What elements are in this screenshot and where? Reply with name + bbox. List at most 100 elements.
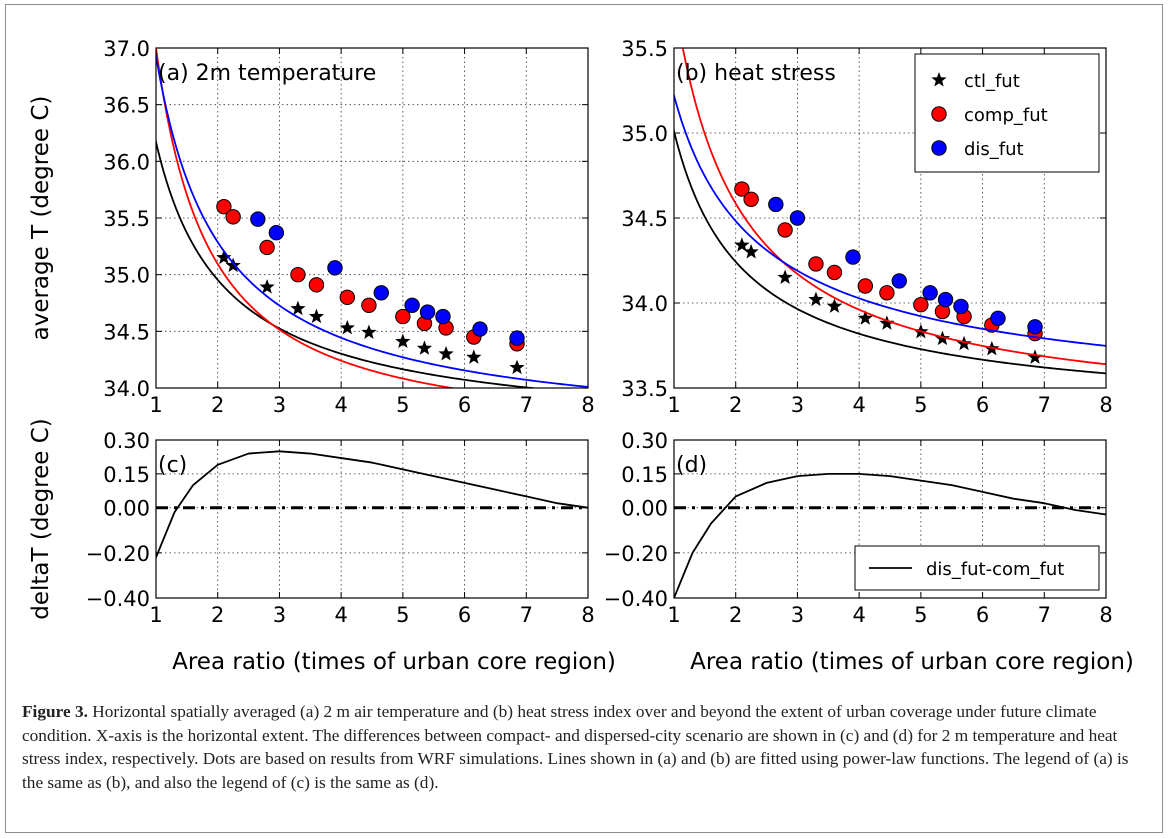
data-point-circle <box>789 210 806 226</box>
figure-caption: Figure 3. Horizontal spatially averaged … <box>22 700 1148 794</box>
x-tick-label: 6 <box>976 393 989 417</box>
y-tick-label: 35.0 <box>103 264 150 288</box>
y-tick-label: 0.15 <box>103 463 150 487</box>
data-point-star <box>395 333 411 349</box>
data-point-circle <box>404 297 420 313</box>
data-point-circle <box>845 249 861 265</box>
data-point-circle <box>913 297 929 313</box>
plot-area <box>156 48 588 388</box>
data-point-star <box>777 269 793 284</box>
x-tick-label: 7 <box>520 393 533 417</box>
panel-c: 1 2 3 4 5 6 7 8 0.30 0.15 0.00 −0.20 −0.40 (c) deltaT … <box>28 418 616 675</box>
data-point-star <box>879 315 895 330</box>
data-point-star <box>509 359 525 375</box>
data-point-circle <box>509 330 525 346</box>
fit-line <box>681 48 1106 366</box>
data-point-circle <box>472 321 488 337</box>
y-axis-label: average T (degree C) <box>28 96 54 341</box>
axes-frame <box>673 439 1107 599</box>
data-point-circle <box>308 277 325 293</box>
y-tick-label: 36.5 <box>103 94 150 118</box>
fit-line <box>156 137 541 388</box>
x-tick-label: 2 <box>729 393 742 417</box>
data-point-circle <box>361 297 377 313</box>
difference-line <box>674 472 1106 598</box>
y-tick-label: 37.0 <box>103 37 150 61</box>
data-point-star <box>808 291 824 307</box>
y-tick-label: −0.40 <box>86 587 150 611</box>
data-point-circle <box>879 285 895 301</box>
data-point-circle <box>937 291 954 308</box>
fit-line <box>156 48 458 388</box>
panel-a: 1 2 3 4 5 6 7 8 34.0 34.5 35.0 35.5 36.0 36.5 37.0 (a) … <box>28 37 595 417</box>
legend: dis_fut-com_fut <box>854 545 1100 591</box>
data-point-circle <box>419 304 436 320</box>
data-point-circle <box>250 211 266 227</box>
caption-text: Horizontal spatially averaged (a) 2 m ai… <box>22 702 1129 792</box>
x-tick-label: 3 <box>273 603 286 627</box>
x-tick-label: 8 <box>1099 393 1112 417</box>
x-tick-label: 2 <box>211 603 224 627</box>
panel-title: (d) <box>676 453 707 478</box>
legend-marker-circle <box>931 106 947 122</box>
y-tick-label: 0.00 <box>103 497 150 521</box>
x-tick-label: 1 <box>149 393 162 417</box>
fit-line <box>674 92 1106 347</box>
data-point-circle <box>290 266 306 283</box>
data-point-star <box>416 340 433 355</box>
y-tick-label: 33.5 <box>621 377 668 401</box>
caption-label: Figure 3. <box>22 702 88 721</box>
y-tick-label: −0.20 <box>86 542 150 566</box>
data-point-circle <box>259 239 275 256</box>
data-point-star <box>225 257 241 273</box>
data-point-circle <box>768 196 784 213</box>
data-point-circle <box>734 181 750 197</box>
y-tick-label: −0.40 <box>604 587 668 611</box>
x-tick-label: 7 <box>520 603 533 627</box>
plot-area <box>674 48 1106 375</box>
panel-title: (b) heat stress <box>676 61 836 86</box>
x-axis-label: Area ratio (times of urban core region) <box>172 649 616 675</box>
data-point-star <box>734 237 750 252</box>
x-tick-label: 5 <box>914 393 927 417</box>
x-tick-label: 3 <box>791 603 804 627</box>
data-point-circle <box>225 209 241 225</box>
data-point-circle <box>327 260 343 276</box>
data-point-star <box>216 249 232 265</box>
y-tick-label: 34.0 <box>103 377 150 401</box>
data-point-circle <box>268 225 285 241</box>
y-tick-label: 35.5 <box>103 207 150 231</box>
x-tick-label: 2 <box>211 393 224 417</box>
data-point-circle <box>435 308 451 325</box>
figure-3-chart: 1 2 3 4 5 6 7 8 34.0 34.5 35.0 35.5 36.0 36.5 37.0 (a) … <box>28 37 1134 675</box>
fit-line <box>156 50 588 388</box>
panel-title: (a) 2m temperature <box>158 61 376 86</box>
plot-area <box>156 450 588 558</box>
y-tick-label: 0.30 <box>621 429 668 453</box>
legend-marker-circle <box>931 140 947 156</box>
data-point-star <box>259 279 275 294</box>
legend-label: dis_fut <box>964 139 1024 160</box>
x-tick-label: 8 <box>1099 603 1112 627</box>
x-axis-label: Area ratio (times of urban core region) <box>690 649 1134 675</box>
x-tick-label: 4 <box>852 393 865 417</box>
y-tick-label: 35.0 <box>621 122 668 146</box>
data-point-star <box>308 308 325 324</box>
axes-frame <box>155 439 589 599</box>
data-point-circle <box>373 285 389 301</box>
data-point-star <box>857 310 873 325</box>
x-tick-label: 4 <box>852 603 865 627</box>
panel-b: 1 2 3 4 5 6 7 8 33.5 34.0 34.5 35.0 35.5 (b) heat str… <box>621 37 1112 417</box>
x-tick-label: 4 <box>334 393 347 417</box>
data-point-star <box>466 349 482 364</box>
data-point-circle <box>808 256 824 272</box>
fit-line <box>674 127 1106 375</box>
x-tick-label: 6 <box>458 603 471 627</box>
panel-d: 1 2 3 4 5 6 7 8 0.30 0.15 0.00 −0.20 −0.40 (d) Area ra… <box>604 429 1134 675</box>
data-point-circle <box>922 285 938 301</box>
y-tick-label: 0.30 <box>103 429 150 453</box>
legend-marker-star <box>931 72 947 87</box>
y-tick-label: 36.0 <box>103 150 150 174</box>
legend: ctl_fut comp_fut dis_fut <box>914 53 1100 173</box>
x-tick-label: 4 <box>334 603 347 627</box>
